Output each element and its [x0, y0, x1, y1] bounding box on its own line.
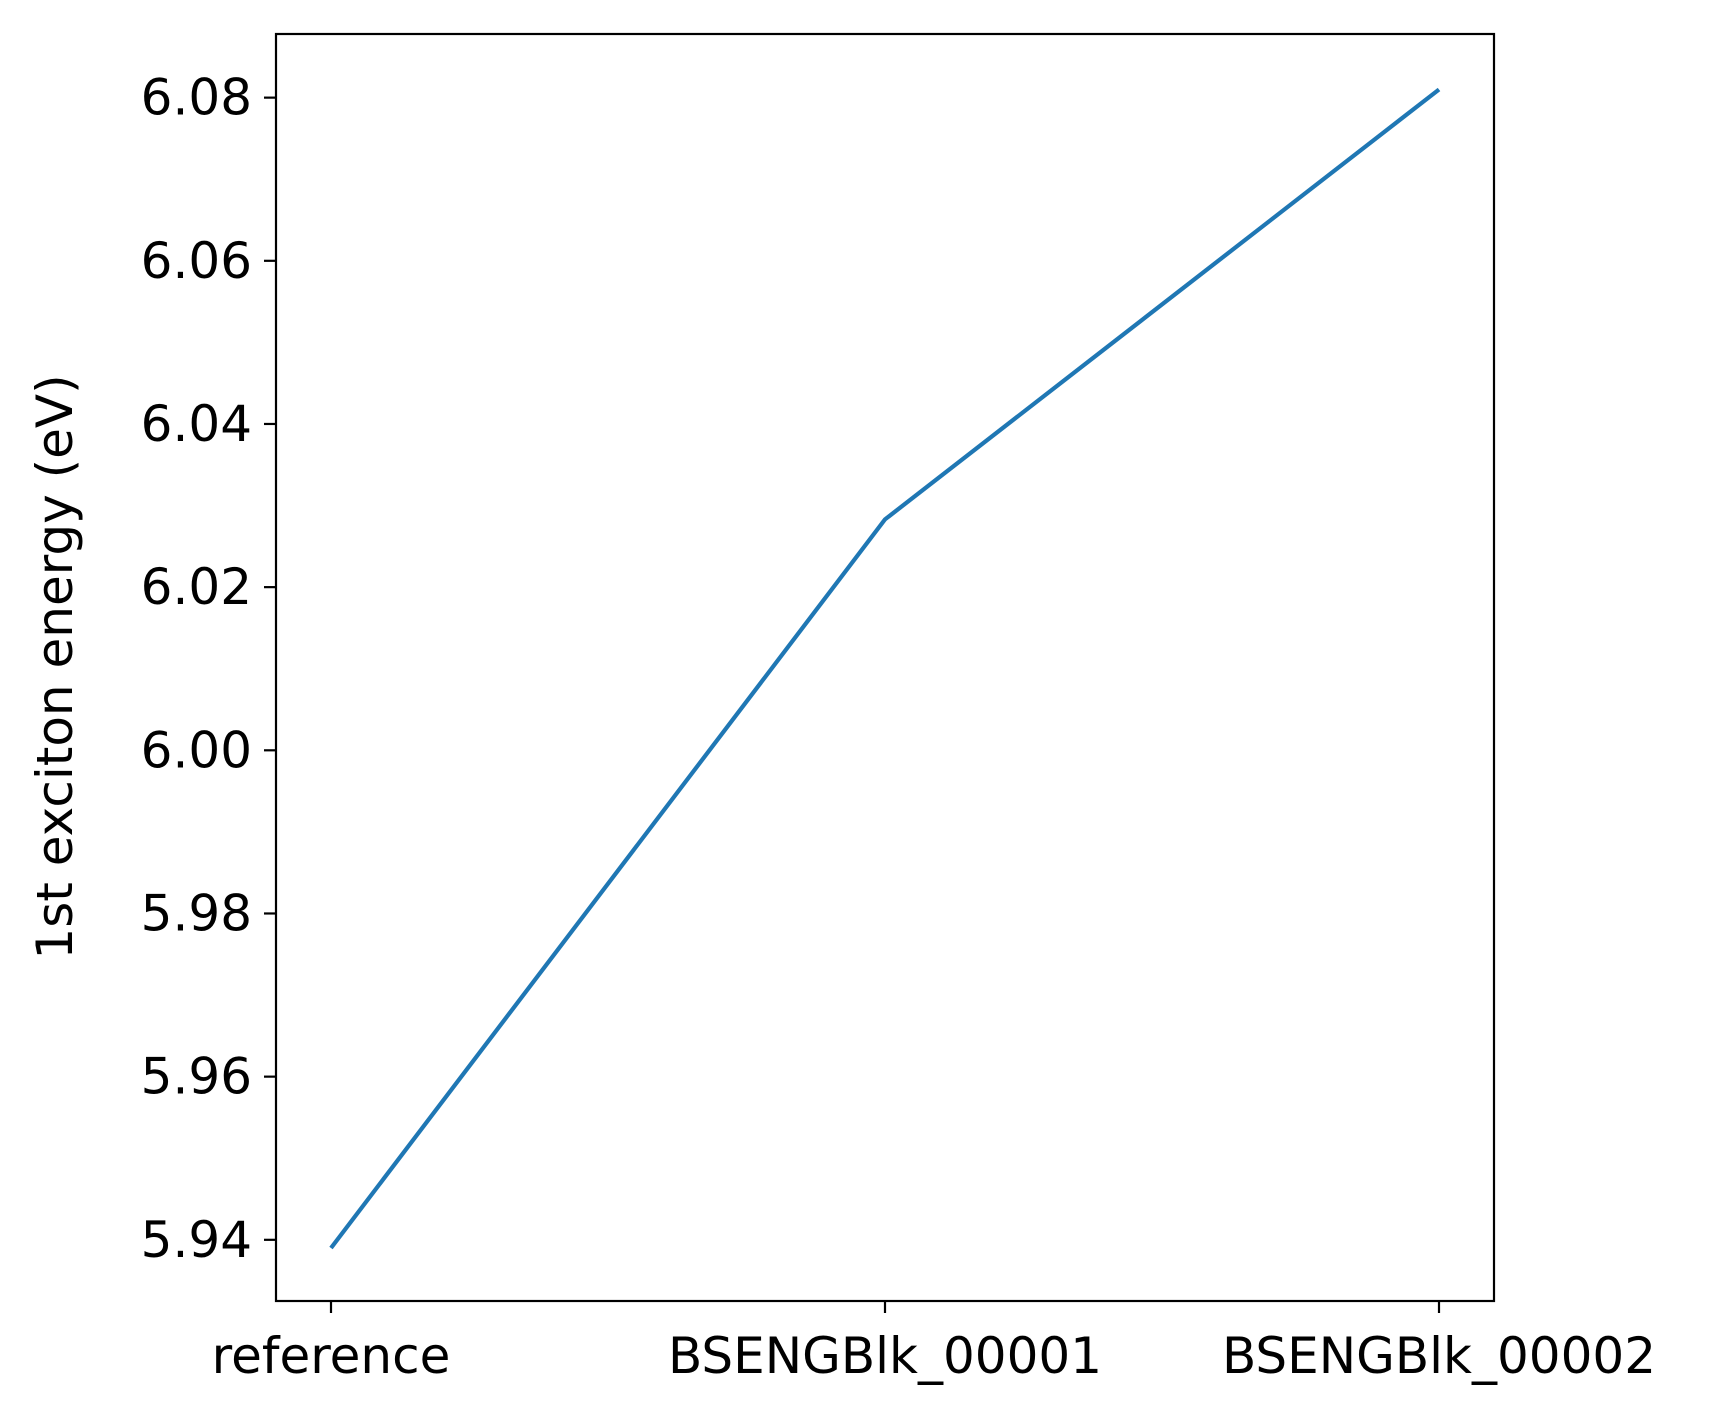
y-tick-label: 6.06: [141, 232, 252, 290]
plot-frame: [274, 32, 1496, 1303]
series-layer: [329, 87, 1441, 1250]
x-axis-ticks: reference BSENGBlk_00001 BSENGBlk_00002: [212, 1301, 1656, 1385]
y-tick-label: 5.98: [141, 884, 252, 942]
y-tick-label: 6.00: [141, 721, 252, 779]
y-tick-label: 6.04: [141, 395, 252, 453]
x-tick-label: BSENGBlk_00002: [1222, 1327, 1656, 1385]
y-axis-title: 1st exciton energy (eV): [26, 374, 84, 959]
series-line: [329, 87, 1441, 1250]
y-tick-label: 5.96: [141, 1048, 252, 1106]
x-tick-label: BSENGBlk_00001: [668, 1327, 1102, 1385]
x-tick-label: reference: [212, 1327, 451, 1385]
y-axis-ticks: 5.94 5.96 5.98 6.00 6.02 6.04 6.06 6.08: [141, 69, 276, 1269]
y-tick-label: 6.02: [141, 558, 252, 616]
y-tick-label: 6.08: [141, 69, 252, 127]
y-tick-label: 5.94: [141, 1211, 252, 1269]
